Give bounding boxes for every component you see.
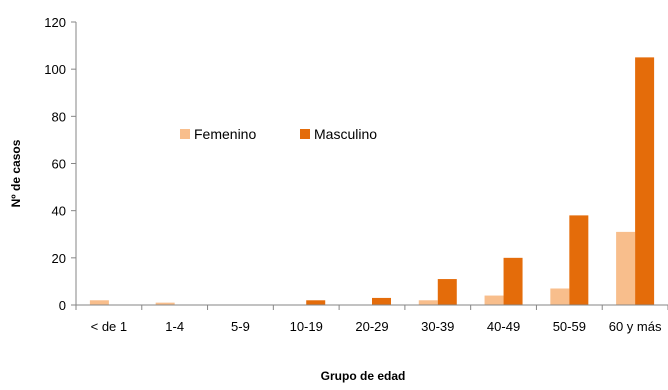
y-tick-label: 80	[52, 109, 66, 124]
bar-femenino-1	[155, 302, 175, 305]
x-tick-label: 40-49	[487, 319, 520, 334]
bar-femenino-8	[616, 231, 636, 305]
bar-masculino-4	[372, 297, 391, 305]
x-tick-label: 50-59	[553, 319, 586, 334]
legend: Femenino Masculino	[180, 126, 377, 142]
bar-masculino-5	[437, 279, 457, 305]
y-tick-label: 120	[44, 15, 66, 30]
legend-label-masculino: Masculino	[314, 126, 377, 142]
y-tick-label: 100	[44, 62, 66, 77]
bar-masculino-8	[635, 57, 655, 305]
x-tick-label: 20-29	[355, 319, 388, 334]
x-tick-label: 60 y más	[609, 319, 662, 334]
y-axis-title: Nº de casos	[9, 139, 23, 207]
bar-femenino-5	[418, 300, 438, 305]
y-axis-ticks: 0 20 40 60 80 100 120	[44, 15, 76, 313]
x-tick-label: 1-4	[165, 319, 184, 334]
legend-swatch-femenino	[180, 129, 190, 139]
y-tick-label: 60	[52, 157, 66, 172]
x-tick-label: < de 1	[91, 319, 128, 334]
x-tick-label: 30-39	[421, 319, 454, 334]
x-tick-label: 5-9	[231, 319, 250, 334]
bar-femenino-6	[484, 295, 504, 305]
y-tick-label: 40	[52, 204, 66, 219]
bar-femenino-7	[550, 288, 570, 305]
x-tick-label: 10-19	[290, 319, 323, 334]
bars-group	[89, 57, 655, 305]
x-axis-title: Grupo de edad	[321, 369, 406, 383]
bar-masculino-7	[569, 215, 589, 305]
bar-masculino-3	[306, 300, 326, 305]
y-tick-label: 20	[52, 251, 66, 266]
legend-swatch-masculino	[300, 129, 310, 139]
x-axis-ticks: < de 1 1-4 5-9 10-19 20-29 30-39 40-49 50-59 60 …	[75, 305, 668, 334]
y-tick-label: 0	[59, 298, 66, 313]
bar-femenino-0	[89, 300, 109, 305]
legend-label-femenino: Femenino	[194, 126, 256, 142]
bar-masculino-6	[503, 257, 523, 305]
